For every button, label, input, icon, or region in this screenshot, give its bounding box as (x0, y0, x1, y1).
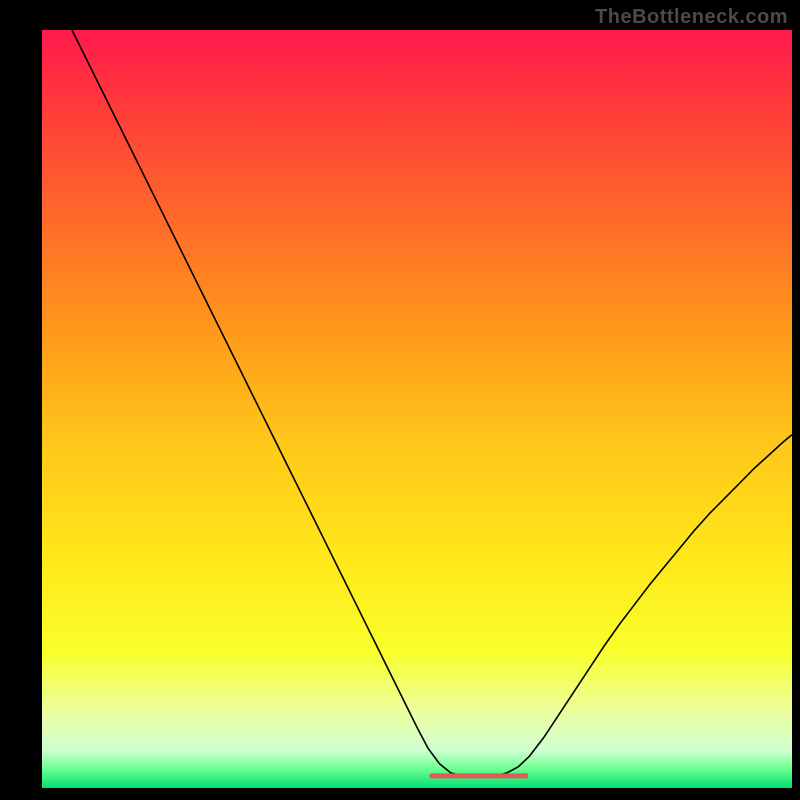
watermark-text: TheBottleneck.com (595, 6, 788, 29)
valley-baseline-band (429, 773, 528, 778)
plot-area (42, 30, 792, 788)
gradient-background (42, 30, 792, 788)
chart-frame: TheBottleneck.com (0, 0, 800, 800)
chart-svg (42, 30, 792, 788)
